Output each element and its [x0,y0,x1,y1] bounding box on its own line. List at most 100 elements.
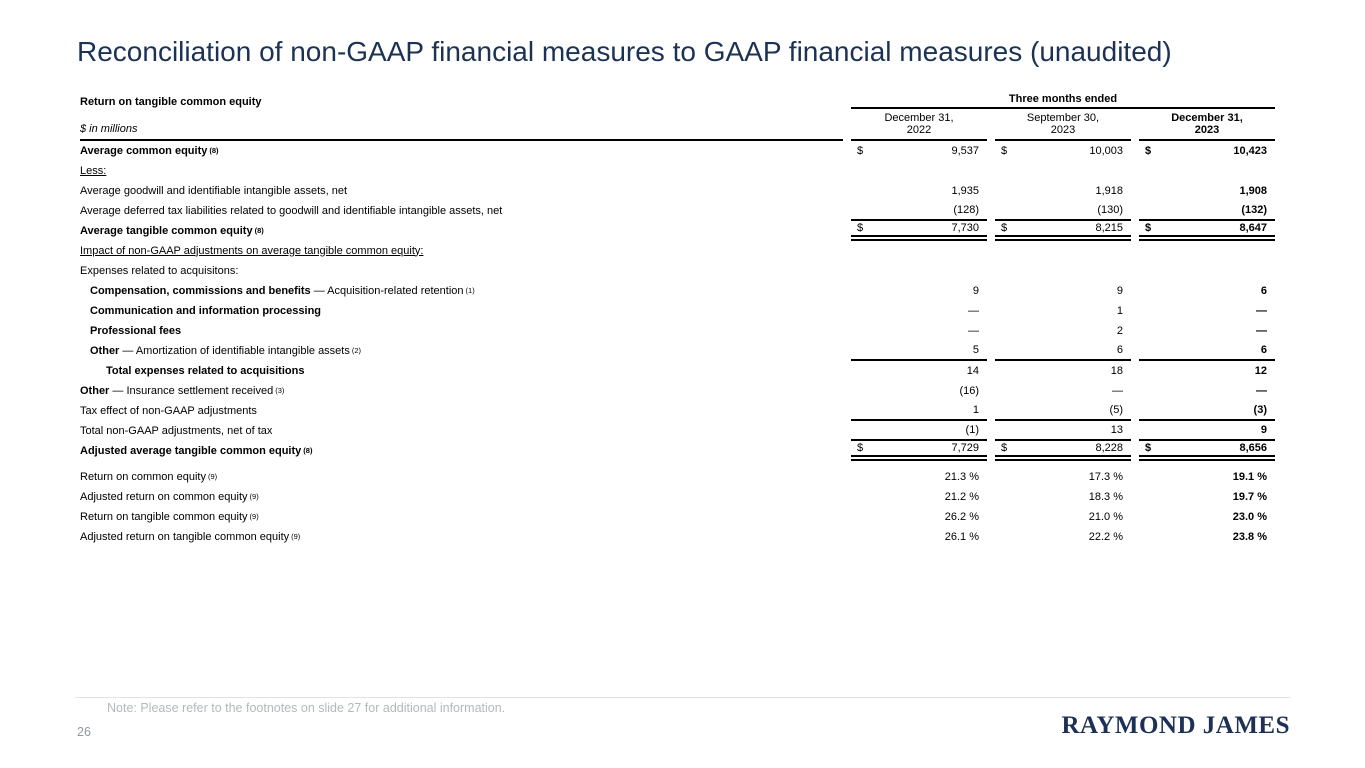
value-text: 1,908 [1239,184,1267,197]
table-row: Expenses related to acquisitons: [80,261,1275,281]
value-cell: 13 [995,421,1131,441]
value-cell: (3) [1139,401,1275,421]
value-text: 22.2 % [1088,530,1123,543]
table-row: Average common equity (8) $9,537 $10,003 $10… [80,141,1275,161]
value-cell: (16) [851,381,987,401]
row-label-bold-text: Other [80,384,110,397]
value-cell [1139,241,1275,261]
value-text: (1) [965,423,979,436]
value-cell: 23.8 % [1139,527,1275,547]
row-label: Professional fees [80,321,843,341]
table-row: Compensation, commissions and benefits —… [80,281,1275,301]
value-cell: $7,730 [851,221,987,241]
period-span-header: Three months ended [851,92,1275,109]
column-header-line1: September 30, [1026,112,1100,124]
currency-symbol: $ [1145,441,1152,454]
row-label: Total expenses related to acquisitions [80,361,843,381]
table-row: Return on tangible common equity (9) 26.2 … [80,507,1275,527]
row-label: Average tangible common equity (8) [80,224,264,237]
value-cell: — [1139,301,1275,321]
currency-symbol: $ [1001,441,1008,454]
value-cell: — [1139,381,1275,401]
column-header-line2: 2023 [1194,124,1220,136]
value-cell: (1) [851,421,987,441]
currency-symbol: $ [857,221,864,234]
row-label-text: — Acquisition-related retention [310,284,464,297]
value-cell [851,161,987,181]
table-row: Adjusted return on tangible common equit… [80,527,1275,547]
value-text: (16) [959,384,979,397]
row-label: Average common equity (8) [80,144,219,157]
value-cell: 1,908 [1139,181,1275,201]
value-text: 18.3 % [1088,490,1123,503]
row-label-text: Expenses related to acquisitons: [80,264,239,277]
slide-title: Reconciliation of non-GAAP financial mea… [77,36,1172,67]
row-label-bold-text: Average tangible common equity [80,224,253,237]
value-cell: — [851,321,987,341]
column-header-line1: December 31, [1171,112,1243,124]
value-cell: 6 [1139,341,1275,361]
value-text: (130) [1097,203,1123,216]
value-text: (128) [953,203,979,216]
row-label-bold-text: Professional fees [90,324,182,337]
value-text: — [1112,384,1123,397]
row-label: Total non-GAAP adjustments, net of tax [80,421,843,441]
column-header-line2: 2022 [906,124,932,136]
table-row: Communication and information processing… [80,301,1275,321]
value-text: 6 [1116,343,1123,356]
value-cell: 23.0 % [1139,507,1275,527]
value-cell: 9 [851,281,987,301]
value-cell: 26.1 % [851,527,987,547]
value-cell: $10,003 [995,141,1131,161]
table-row: Impact of non-GAAP adjustments on averag… [80,241,1275,261]
row-label-text: Return on tangible common equity [80,510,248,523]
row-label: Impact of non-GAAP adjustments on averag… [80,241,843,261]
value-text: 9,537 [951,144,979,157]
value-cell [995,161,1131,181]
value-text: 23.8 % [1232,530,1267,543]
value-text: 6 [1260,284,1267,297]
table-row: Tax effect of non-GAAP adjustments 1 (5) (3… [80,401,1275,421]
value-text: 9 [972,284,979,297]
value-text: 1 [1116,304,1123,317]
table-row: Other — Amortization of identifiable int… [80,341,1275,361]
value-cell: 12 [1139,361,1275,381]
value-cell: 9 [995,281,1131,301]
value-cell: — [995,381,1131,401]
column-header-dec-2023: December 31, 2023 [1139,109,1275,141]
value-cell: — [851,301,987,321]
value-cell: 18.3 % [995,487,1131,507]
row-label: Expenses related to acquisitons: [80,261,843,281]
value-cell: 1,935 [851,181,987,201]
value-text: 12 [1254,364,1267,377]
column-header-sep-2023: September 30, 2023 [995,109,1131,141]
page-number: 26 [77,725,91,739]
value-cell: $8,228 [995,441,1131,461]
table-section-title: Return on tangible common equity [80,96,262,108]
value-text: — [1256,304,1267,317]
currency-symbol: $ [1001,221,1008,234]
value-text: 7,730 [951,221,979,234]
row-label: Adjusted return on common equity (9) [80,490,259,503]
row-label-text: Return on common equity [80,470,206,483]
column-header-line1: December 31, [884,112,954,124]
value-cell: 21.3 % [851,467,987,487]
row-label: Adjusted return on tangible common equit… [80,530,301,543]
row-label: Average goodwill and identifiable intang… [80,181,843,201]
row-label: Other — Insurance settlement received (3) [80,384,285,397]
row-label-bold-text: Total expenses related to acquisitions [106,364,305,377]
value-text: 1,935 [951,184,979,197]
reconciliation-table: Return on tangible common equity Three m… [80,92,1275,547]
row-label-text: — Amortization of identifiable intangibl… [119,344,350,357]
value-text: (3) [1253,403,1267,416]
value-cell: (130) [995,201,1131,221]
value-text: 21.2 % [944,490,979,503]
value-cell: 19.1 % [1139,467,1275,487]
value-text: 13 [1110,423,1123,436]
value-text: 9 [1260,423,1267,436]
value-cell: $10,423 [1139,141,1275,161]
value-text: 21.3 % [944,470,979,483]
value-text: 18 [1110,364,1123,377]
currency-symbol: $ [857,441,864,454]
